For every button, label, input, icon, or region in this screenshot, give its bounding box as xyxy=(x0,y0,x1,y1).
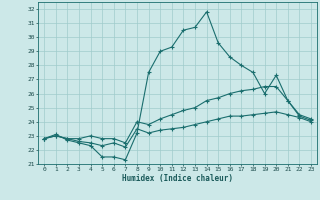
X-axis label: Humidex (Indice chaleur): Humidex (Indice chaleur) xyxy=(122,174,233,183)
